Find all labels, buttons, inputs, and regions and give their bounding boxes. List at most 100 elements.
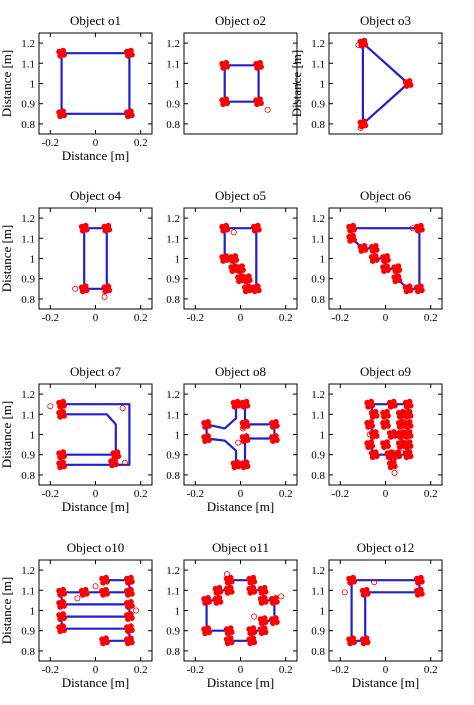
subplot-3: Object o3 0.8 0.9 1 1.1 1.2 Distance [m]: [289, 13, 443, 135]
y-tick-label: 0.9: [311, 626, 325, 638]
marker-point: [269, 423, 276, 430]
y-tick-label: 0.9: [311, 450, 325, 462]
y-tick-label: 1.2: [311, 565, 325, 577]
x-axis-label: Distance [m]: [352, 675, 420, 690]
corner-marker: [212, 595, 224, 606]
corner-marker: [368, 408, 380, 420]
y-tick-label: 1: [30, 606, 36, 618]
marker-point: [372, 449, 379, 456]
subplot-title: Object o9: [360, 364, 411, 379]
marker-point: [381, 444, 387, 450]
trajectory-line: [83, 227, 108, 290]
marker-point: [223, 222, 230, 229]
marker-point: [220, 258, 227, 264]
marker-point: [103, 635, 109, 642]
corner-marker: [241, 283, 253, 295]
outlier-point: [341, 589, 348, 596]
marker-point: [60, 459, 66, 466]
marker-point: [368, 418, 375, 425]
subplot-5: Object o5 0.8 0.9 1 1.1 1.2 -0.2 0 0.2: [166, 188, 298, 324]
corner-marker: [395, 408, 407, 420]
marker-point: [100, 579, 106, 586]
corner-marker: [250, 283, 262, 295]
marker-point: [414, 591, 421, 598]
marker-point: [127, 599, 134, 605]
corner-marker: [253, 96, 264, 108]
y-tick-label: 1: [30, 430, 36, 442]
marker-point: [251, 288, 258, 295]
marker-point: [369, 258, 376, 264]
subplot-title: Object o5: [215, 188, 266, 203]
x-axis-label: Distance [m]: [207, 675, 275, 690]
marker-point: [127, 47, 134, 54]
corner-marker: [246, 635, 258, 647]
marker-point: [269, 600, 276, 606]
marker-point: [417, 586, 424, 593]
axes-box: [38, 383, 153, 486]
marker-point: [202, 630, 208, 637]
marker-point: [261, 595, 268, 601]
corner-marker: [380, 253, 391, 264]
subplot-6: Object o6 0.8 0.9 1 1.1 1.2 -0.2 0 0.2: [311, 188, 443, 324]
x-axis-label: Distance [m]: [62, 148, 130, 163]
y-tick-label: 1: [320, 430, 326, 442]
outlier-point: [121, 459, 128, 466]
marker-point: [224, 589, 231, 596]
x-tick-label: -0.2: [187, 312, 204, 324]
outlier-point: [119, 405, 126, 412]
y-tick-label: 1.1: [21, 58, 35, 70]
y-tick-label: 0.8: [311, 646, 325, 658]
axes-box: [183, 559, 298, 662]
corner-marker: [223, 625, 235, 637]
corner-marker: [235, 273, 246, 285]
y-tick-label: 0.9: [21, 450, 35, 462]
marker-point: [395, 449, 402, 456]
corner-marker: [56, 47, 67, 59]
marker-point: [125, 616, 131, 622]
corner-marker: [253, 59, 264, 71]
corner-marker: [239, 398, 251, 410]
marker-point: [232, 253, 239, 259]
marker-point: [127, 108, 134, 115]
corner-marker: [395, 429, 407, 440]
marker-point: [250, 635, 257, 642]
corner-marker: [413, 283, 425, 295]
corner-marker: [257, 595, 269, 606]
outlier-point: [72, 285, 79, 292]
corner-marker: [346, 222, 357, 234]
subplot-7: Object o7 0.8 0.9 1 1.1 1.2 -0.2 0 0.2 Distance […: [0, 364, 153, 514]
marker-point: [381, 268, 387, 274]
marker-point: [103, 586, 109, 593]
marker-point: [216, 584, 223, 591]
corner-marker: [246, 584, 258, 596]
marker-point: [363, 586, 370, 593]
marker-point: [205, 433, 211, 439]
y-tick-label: 0.8: [166, 470, 180, 482]
y-tick-label: 1: [320, 79, 326, 91]
corner-marker: [380, 439, 391, 450]
marker-point: [360, 640, 367, 647]
corner-marker: [56, 623, 67, 635]
x-tick-label: 0.2: [134, 312, 148, 324]
corner-marker: [239, 433, 251, 444]
marker-point: [350, 635, 356, 642]
marker-point: [239, 273, 245, 280]
corner-marker: [228, 253, 240, 264]
y-tick-label: 1.1: [311, 58, 325, 70]
subplot-title: Object o12: [357, 540, 414, 555]
marker-point: [347, 579, 353, 586]
marker-point: [57, 52, 63, 59]
corner-marker: [402, 449, 414, 461]
outlier-point: [133, 607, 140, 614]
corner-marker: [99, 574, 110, 586]
marker-point: [231, 464, 238, 471]
corner-marker: [56, 449, 67, 461]
marker-point: [57, 604, 63, 610]
corner-marker: [413, 222, 425, 234]
outlier-point: [251, 613, 258, 620]
marker-point: [232, 263, 239, 269]
y-axis-label: Distance [m]: [0, 225, 14, 293]
corner-marker: [402, 418, 414, 430]
corner-marker: [124, 574, 135, 586]
y-tick-label: 1.2: [166, 389, 180, 401]
